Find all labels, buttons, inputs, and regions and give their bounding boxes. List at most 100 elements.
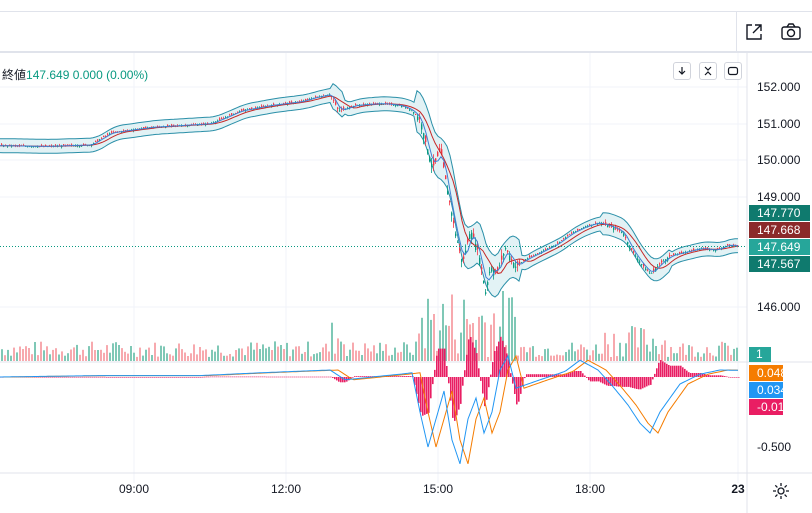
volume-bar: [226, 355, 228, 361]
volume-bar: [529, 347, 531, 361]
histogram-bar: [610, 377, 612, 386]
histogram-bar: [694, 373, 696, 377]
candle-body: [417, 116, 419, 120]
histogram-bar: [34, 376, 36, 378]
price-label-box: [749, 256, 810, 272]
histogram-bar: [148, 377, 150, 378]
toolbar-divider-bottom: [0, 51, 812, 53]
histogram-bar: [602, 377, 604, 384]
volume-bar: [52, 349, 54, 361]
histogram-bar: [248, 376, 250, 378]
candle-body: [251, 107, 253, 109]
histogram-bar: [514, 377, 516, 394]
camera-icon[interactable]: [779, 20, 803, 44]
histogram-bar: [578, 371, 580, 377]
candle-body: [167, 124, 169, 127]
histogram-bar: [654, 373, 656, 377]
candle-body: [427, 149, 429, 154]
candle-body: [103, 135, 105, 137]
histogram-bar: [458, 377, 460, 410]
histogram-bar: [500, 336, 502, 377]
histogram-bar: [84, 376, 86, 378]
histogram-bar: [468, 339, 470, 377]
volume-bar: [121, 348, 123, 361]
restore-icon[interactable]: [724, 62, 742, 80]
volume-bar: [382, 350, 384, 361]
volume-bar: [526, 352, 528, 361]
volume-bar: [550, 355, 552, 361]
candle-body: [497, 267, 499, 272]
histogram-bar: [576, 371, 578, 377]
histogram-bar: [74, 376, 76, 378]
candle-body: [525, 259, 527, 261]
volume-bar: [133, 352, 135, 361]
volume-bar: [46, 346, 48, 361]
volume-bar: [343, 344, 345, 361]
volume-bar: [349, 349, 351, 361]
volume-bar: [163, 346, 165, 361]
histogram-bar: [158, 377, 160, 378]
candle-body: [481, 267, 483, 270]
bollinger-fill: [0, 83, 738, 297]
histogram-bar: [98, 376, 100, 378]
histogram-bar: [502, 340, 504, 377]
candle-body: [235, 112, 237, 114]
candle-body: [669, 255, 671, 257]
volume-bar: [709, 352, 711, 361]
candle-body: [511, 259, 513, 260]
volume-bar: [19, 346, 21, 361]
histogram-bar: [724, 376, 726, 377]
volume-bar: [424, 348, 426, 361]
volume-bar: [388, 355, 390, 361]
candle-body: [679, 252, 681, 254]
volume-bar: [292, 349, 294, 361]
histogram-bar: [364, 376, 366, 377]
collapse-icon[interactable]: [699, 62, 717, 80]
volume-bar: [10, 355, 12, 361]
histogram-bar: [658, 362, 660, 377]
candle-body: [501, 255, 503, 260]
histogram-bar: [594, 377, 596, 382]
histogram-bar: [334, 377, 336, 380]
volume-bar: [37, 355, 39, 361]
histogram-bar: [314, 376, 316, 378]
volume-bar: [43, 350, 45, 361]
volume-bar: [70, 349, 72, 361]
candle-body: [663, 260, 665, 262]
histogram-bar: [614, 377, 616, 387]
candle-body: [527, 258, 529, 260]
histogram-bar: [706, 374, 708, 377]
candle-body: [629, 246, 631, 249]
volume-bar: [409, 352, 411, 361]
volume-bar: [31, 354, 33, 361]
volume-bar: [676, 353, 678, 361]
fullscreen-icon[interactable]: [742, 20, 766, 44]
candle-body: [373, 103, 375, 104]
volume-bar: [490, 324, 492, 361]
volume-bar: [235, 350, 237, 361]
candle-body: [635, 255, 637, 257]
volume-bar: [313, 354, 315, 361]
volume-bar: [202, 350, 204, 361]
candle-body: [145, 126, 147, 128]
candle-body: [143, 127, 145, 129]
volume-bar: [391, 354, 393, 361]
gear-icon[interactable]: [771, 481, 791, 501]
chart-canvas[interactable]: 152.000 151.000 150.000 149.000 146.000 147.7…: [0, 53, 812, 513]
histogram-bar: [298, 376, 300, 378]
volume-bar: [220, 352, 222, 361]
volume-bar: [193, 344, 195, 361]
histogram-bar: [48, 376, 50, 378]
candle-body: [45, 145, 47, 147]
histogram-bar: [446, 366, 448, 377]
histogram-bar: [208, 376, 210, 378]
candle-body: [729, 244, 731, 246]
candle-body: [443, 162, 445, 168]
histogram-bar: [630, 377, 632, 388]
histogram-bar: [526, 374, 528, 377]
candle-body: [1, 144, 3, 146]
candle-body: [503, 254, 505, 256]
histogram-bar: [330, 376, 332, 378]
arrow-down-icon[interactable]: [673, 62, 691, 80]
candle-body: [489, 271, 491, 273]
